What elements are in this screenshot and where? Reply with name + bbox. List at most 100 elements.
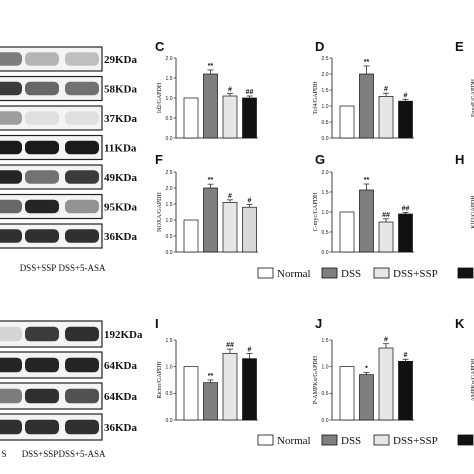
bar-dss-ssp [222,95,238,139]
significance-mark: ## [402,205,410,212]
bar-dss-5-asa [398,213,413,253]
blot-band [0,357,22,373]
panel-letter: K [455,316,465,331]
y-axis-label: AMPKα/GAPDH [471,358,474,401]
blot-band [65,357,99,373]
y-tick-label: 2.0 [166,186,173,192]
y-tick-label: 0.5 [166,116,173,122]
y-tick-label: 0.0 [166,250,173,256]
legend-swatch [457,267,474,279]
blot-band-size-label: 36KDa [104,422,138,434]
y-tick-label: 1.0 [166,364,173,370]
bar-dss-5-asa [242,358,257,421]
y-tick-label: 0.0 [322,250,329,256]
y-axis-label: Rictor/GAPDH [157,361,163,399]
western-blot-panels: 29KDa 58KDa 37KDa 11KDa 49KDa 95KDa 36KDa DSS+S… [0,46,143,459]
bar-dss-5-asa [242,206,257,253]
lane-label: DSS+SSP [22,449,59,459]
bar-dss-ssp [222,352,238,421]
bar-dss-ssp [222,202,238,253]
y-tick-label: 1.0 [166,96,173,102]
significance-mark: # [404,352,408,359]
blot-band [0,229,22,243]
y-tick-label: 1.0 [166,218,173,224]
y-tick-label: 1.5 [166,338,173,344]
blot-band [25,229,59,243]
bar-dss-5-asa [398,100,413,139]
blot-band [25,357,59,373]
legend-label: DSS [341,435,361,447]
panel-letter: F [155,152,163,167]
panel-letter: I [155,316,159,331]
y-tick-label: 0.5 [322,391,329,397]
y-tick-label: 0.5 [322,230,329,236]
significance-mark: ** [208,373,214,380]
panel-letter: H [455,152,464,167]
y-axis-label: Klf2/GAPDH [470,195,474,229]
significance-mark: # [228,87,232,94]
chart-panel-k: K AMPKα/GAPDH [455,316,474,401]
y-tick-label: 0.5 [322,120,329,126]
legend-label: Normal [277,268,311,280]
chart-panel-e: E FoxaE/GAPDH [455,39,474,117]
blot-band [0,170,22,184]
blot-band [0,111,22,125]
y-tick-label: 2.5 [166,170,173,176]
legend-label: DSS+SSP [393,268,438,280]
y-tick-label: 1.5 [322,190,329,196]
bar-dss [203,382,218,421]
blot-band-size-label: 29KDa [104,54,138,66]
y-axis-label: Tcf4/GAPDH [312,81,319,115]
bar-dss [359,189,374,253]
significance-mark: ## [382,212,390,219]
blot-band [25,52,59,66]
significance-mark: ** [208,63,214,70]
bar-normal [183,97,199,139]
y-tick-label: 2.5 [322,56,329,62]
bar-normal [183,366,199,421]
panel-letter: E [455,39,464,54]
y-axis-label: Id2/GAPDH [157,82,163,113]
legend-label: Normal [277,435,311,447]
chart-panel-j: J P-AMPKα/GAPDH 0.0 0.5 1.0 1.5 * # # [313,316,414,424]
y-tick-label: 0.5 [166,234,173,240]
blot-band [0,326,22,342]
significance-mark: # [248,198,252,205]
y-tick-label: 0.0 [322,136,329,142]
bar-dss-ssp [378,96,394,139]
blot-band-size-label: 192KDa [104,329,143,341]
blot-band [25,81,59,96]
bar-dss-5-asa [398,360,413,421]
y-tick-label: 0.0 [322,418,329,424]
blot-band [65,170,99,184]
y-axis-label: FoxaE/GAPDH [471,78,474,117]
significance-mark: # [248,346,252,353]
blot-band-size-label: 64KDa [104,360,138,372]
bar-normal [339,366,355,421]
blot-band-size-label: 36KDa [104,231,138,243]
blot-band [25,199,59,214]
y-tick-label: 1.0 [322,210,329,216]
blot-band [0,81,22,96]
y-tick-label: 2.0 [322,72,329,78]
significance-mark: ** [364,177,370,184]
y-tick-label: 0.0 [166,418,173,424]
blot-band-size-label: 37KDa [104,113,138,125]
blot-band-size-label: 58KDa [104,84,138,96]
blot-band-size-label: 95KDa [104,202,138,214]
bar-dss-5-asa [242,97,257,139]
legend-label: DSS+SSP [393,435,438,447]
y-tick-label: 1.0 [322,364,329,370]
significance-mark: # [228,193,232,200]
y-tick-label: 0.5 [166,391,173,397]
blot-band-size-label: 49KDa [104,172,138,184]
blot-band [65,229,99,243]
significance-mark: ## [226,342,234,349]
blot-band [0,140,22,155]
y-axis-label: C-myc/GAPDH [313,192,319,231]
legend-swatch [373,434,390,446]
panel-letter: G [315,152,325,167]
y-tick-label: 1.5 [166,76,173,82]
